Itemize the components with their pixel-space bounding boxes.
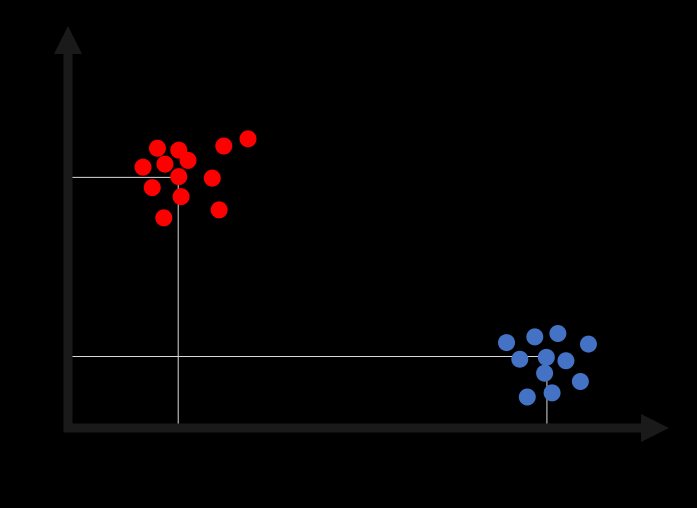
- data-point-series1-4: [239, 130, 257, 148]
- data-point-series1-6: [156, 155, 174, 173]
- data-point-series2-6: [537, 348, 555, 366]
- data-point-series1-3: [215, 137, 233, 155]
- x-axis-arrowhead: [641, 414, 669, 442]
- data-point-series1-5: [134, 158, 152, 176]
- data-point-series2-4: [579, 335, 597, 353]
- data-point-series2-7: [557, 352, 575, 370]
- data-point-series2-5: [511, 350, 529, 368]
- data-point-series1-9: [170, 168, 188, 186]
- data-point-series2-2: [526, 328, 544, 346]
- data-points: [134, 130, 597, 406]
- data-point-series1-10: [143, 179, 161, 197]
- axes: [54, 26, 669, 442]
- data-point-series2-11: [543, 384, 561, 402]
- data-point-series1-1: [148, 139, 166, 157]
- data-point-series1-12: [155, 209, 173, 227]
- data-point-series1-8: [203, 169, 221, 187]
- data-point-series2-9: [571, 373, 589, 391]
- data-point-series2-8: [536, 364, 554, 382]
- data-point-series1-11: [172, 188, 190, 206]
- y-axis-arrowhead: [54, 26, 82, 54]
- guide-lines: [68, 176, 548, 428]
- data-point-series2-3: [549, 325, 567, 342]
- data-point-series2-1: [498, 334, 516, 352]
- data-point-series1-13: [210, 201, 228, 219]
- data-point-series2-10: [518, 388, 536, 406]
- data-point-series1-7: [179, 151, 197, 169]
